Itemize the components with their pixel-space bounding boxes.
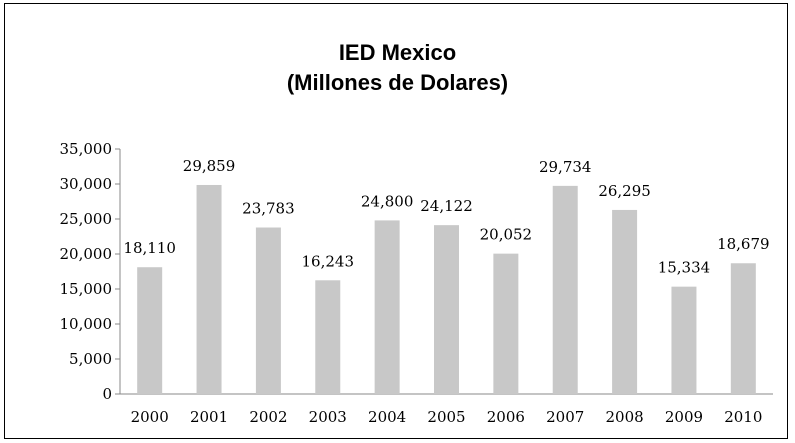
bar [374, 220, 400, 394]
data-label: 26,295 [598, 182, 651, 200]
y-tick-label: 20,000 [60, 245, 113, 263]
bar [196, 184, 222, 394]
bar [137, 267, 163, 394]
y-tick-label: 0 [102, 385, 112, 403]
x-tick-label: 2008 [605, 408, 643, 426]
bar [493, 253, 519, 394]
data-label: 18,110 [123, 239, 176, 257]
data-label: 20,052 [480, 226, 533, 244]
data-label: 15,334 [658, 259, 711, 277]
chart-subtitle: (Millones de Dolares) [286, 70, 509, 95]
bar [612, 209, 638, 394]
bar [552, 185, 578, 394]
x-tick-label: 2004 [368, 408, 406, 426]
x-tick-label: 2000 [131, 408, 169, 426]
chart-title-block: IED Mexico (Millones de Dolares) [0, 38, 795, 98]
bar [730, 263, 756, 394]
x-tick-label: 2003 [309, 408, 347, 426]
bar [434, 225, 459, 394]
y-tick-label: 5,000 [69, 350, 112, 368]
x-tick-label: 2007 [546, 408, 584, 426]
y-tick-label: 25,000 [60, 210, 113, 228]
data-label: 29,734 [539, 158, 592, 176]
data-label: 16,243 [302, 252, 355, 270]
x-tick-label: 2009 [665, 408, 703, 426]
bar [315, 280, 341, 394]
data-label: 24,122 [420, 197, 473, 215]
x-tick-label: 2001 [190, 408, 228, 426]
x-tick-label: 2005 [427, 408, 465, 426]
x-tick-label: 2006 [487, 408, 525, 426]
data-label: 18,679 [717, 235, 770, 253]
x-tick-label: 2010 [724, 408, 762, 426]
y-tick-label: 15,000 [60, 280, 113, 298]
y-tick-label: 35,000 [60, 140, 113, 158]
x-tick-label: 2002 [249, 408, 287, 426]
y-tick-label: 10,000 [60, 315, 113, 333]
bar [255, 227, 281, 394]
bar [671, 286, 697, 394]
y-tick-label: 30,000 [60, 175, 113, 193]
data-label: 24,800 [361, 192, 414, 210]
chart-title: IED Mexico [338, 40, 457, 65]
data-label: 23,783 [242, 200, 295, 218]
data-label: 29,859 [183, 157, 236, 175]
